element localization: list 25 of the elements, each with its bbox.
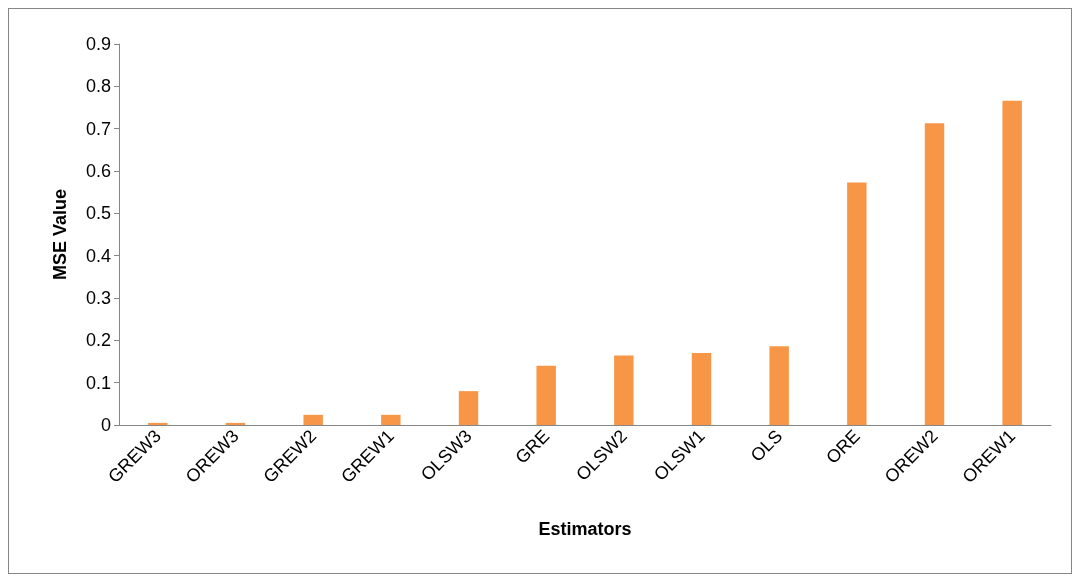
bar: [614, 355, 634, 425]
y-tick-label: 0.9: [85, 34, 111, 54]
y-tick-label: 0.7: [85, 118, 111, 139]
y-axis-title: MSE Value: [50, 188, 70, 281]
y-tick-label: 0.6: [85, 161, 111, 181]
y-tick-label: 0.1: [85, 372, 111, 393]
bar: [769, 346, 789, 425]
y-tick-label: 0.8: [85, 76, 111, 97]
bar: [225, 422, 246, 425]
bar: [847, 182, 867, 425]
y-tick-label: 0: [100, 415, 111, 435]
bar: [924, 123, 945, 425]
bar: [691, 353, 712, 425]
x-axis-title: Estimators: [538, 519, 632, 539]
bar: [1002, 100, 1022, 425]
y-tick-label: 0.5: [85, 203, 111, 224]
y-tick-label: 0.4: [85, 245, 111, 266]
bar: [303, 414, 323, 425]
y-tick-label: 0.2: [85, 330, 111, 351]
bar: [148, 422, 168, 425]
x-tick-label: OLS: [746, 425, 787, 466]
bar: [381, 414, 401, 425]
bar: [536, 365, 556, 425]
bar: [458, 391, 479, 425]
y-tick-label: 0.3: [85, 288, 111, 308]
